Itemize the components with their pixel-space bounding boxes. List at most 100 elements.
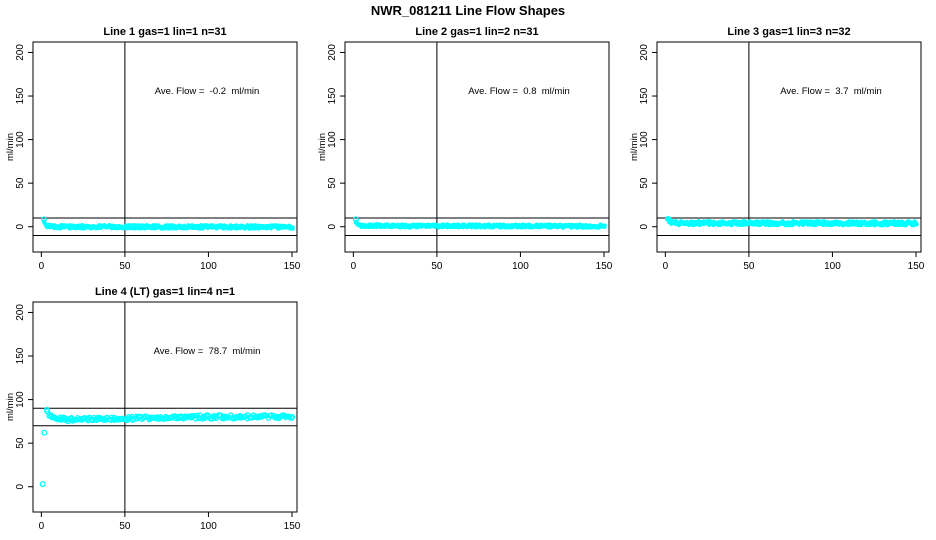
subplot-line-1: Line 1 gas=1 lin=1 n=31 Ave. Flow = -0.2… <box>0 20 312 280</box>
x-tick-label: 0 <box>663 261 669 272</box>
data-point <box>44 408 51 415</box>
data-point <box>859 223 864 228</box>
y-tick-label: 50 <box>15 177 26 189</box>
subplot-4-canvas: 0 50 100 150 0 50 100 150 200 ml/min <box>5 301 301 532</box>
subplot-3-ave-flow-annotation: Ave. Flow = 3.7 ml/min <box>780 86 882 97</box>
y-tick-label: 150 <box>15 347 26 364</box>
y-axis-label: ml/min <box>5 393 16 421</box>
data-point <box>289 414 296 420</box>
x-axis: 0 50 100 150 <box>351 252 613 272</box>
reference-lines <box>33 302 297 512</box>
x-tick-label: 150 <box>596 261 613 272</box>
data-point <box>288 415 295 421</box>
subplot-1-title: Line 1 gas=1 lin=1 n=31 <box>103 26 227 38</box>
data-points <box>352 216 607 230</box>
y-tick-label: 100 <box>15 391 26 408</box>
subplot-3-title: Line 3 gas=1 lin=3 n=32 <box>727 26 851 38</box>
x-tick-label: 50 <box>119 261 131 272</box>
x-tick-label: 50 <box>119 521 131 532</box>
y-tick-label: 50 <box>639 177 650 189</box>
reference-lines <box>33 42 297 252</box>
plot-box <box>344 41 610 253</box>
y-axis-label: ml/min <box>629 133 640 161</box>
data-point <box>561 225 566 230</box>
x-tick-label: 0 <box>39 261 45 272</box>
y-tick-label: 150 <box>639 87 650 104</box>
reference-lines <box>657 42 921 252</box>
x-tick-label: 100 <box>824 261 841 272</box>
subplot-2-canvas: 0 50 100 150 0 50 100 150 200 ml/min <box>317 41 613 272</box>
data-point <box>856 220 861 225</box>
subplot-2-ave-flow-annotation: Ave. Flow = 0.8 ml/min <box>468 86 570 97</box>
y-tick-label: 100 <box>15 131 26 148</box>
data-point <box>143 413 149 420</box>
y-axis-label: ml/min <box>317 133 328 161</box>
plot-box <box>32 301 298 513</box>
y-tick-label: 200 <box>15 44 26 61</box>
data-point <box>41 429 48 436</box>
x-tick-label: 0 <box>39 521 45 532</box>
data-point <box>41 219 47 224</box>
y-axis: 0 50 100 150 200 <box>639 44 657 230</box>
data-points <box>39 406 296 488</box>
data-point <box>214 226 219 231</box>
plot-box <box>32 41 298 253</box>
subplot-line-4: Line 4 (LT) gas=1 lin=4 n=1 Ave. Flow = … <box>0 280 312 540</box>
data-point <box>575 225 580 230</box>
y-tick-label: 0 <box>327 224 338 230</box>
data-point <box>289 226 294 231</box>
y-axis-label: ml/min <box>5 133 16 161</box>
subplot-line-2: Line 2 gas=1 lin=2 n=31 Ave. Flow = 0.8 … <box>312 20 624 280</box>
x-tick-label: 150 <box>284 261 301 272</box>
y-tick-label: 200 <box>327 44 338 61</box>
y-tick-label: 0 <box>15 224 26 230</box>
y-tick-label: 150 <box>15 87 26 104</box>
data-point <box>602 223 607 228</box>
y-tick-label: 150 <box>327 87 338 104</box>
y-tick-label: 0 <box>15 484 26 490</box>
x-tick-label: 50 <box>743 261 755 272</box>
subplot-line-3: Line 3 gas=1 lin=3 n=32 Ave. Flow = 3.7 … <box>624 20 936 280</box>
data-point <box>545 222 551 227</box>
x-tick-label: 100 <box>200 521 217 532</box>
x-axis: 0 50 100 150 <box>39 252 301 272</box>
data-points <box>664 215 919 228</box>
y-axis: 0 50 100 150 200 <box>15 304 33 490</box>
reference-lines <box>345 42 609 252</box>
data-point <box>729 223 734 228</box>
data-point <box>764 219 770 224</box>
x-tick-label: 0 <box>351 261 357 272</box>
x-axis: 0 50 100 150 <box>663 252 925 272</box>
y-tick-label: 200 <box>15 304 26 321</box>
y-tick-label: 0 <box>639 224 650 230</box>
x-tick-label: 150 <box>908 261 925 272</box>
data-point <box>841 223 846 228</box>
data-point <box>666 216 671 222</box>
plot-box <box>656 41 922 253</box>
data-point <box>791 219 796 224</box>
data-point <box>903 223 909 228</box>
data-points <box>40 216 295 231</box>
y-axis: 0 50 100 150 200 <box>327 44 345 230</box>
x-axis: 0 50 100 150 <box>39 512 301 532</box>
subplot-4-title: Line 4 (LT) gas=1 lin=4 n=1 <box>94 286 236 298</box>
data-point <box>909 222 915 228</box>
y-tick-label: 50 <box>15 437 26 449</box>
x-tick-label: 150 <box>284 521 301 532</box>
x-tick-label: 50 <box>431 261 443 272</box>
y-tick-label: 50 <box>327 177 338 189</box>
data-point <box>674 220 679 225</box>
data-point <box>39 481 46 488</box>
y-tick-label: 200 <box>639 44 650 61</box>
subplot-1-ave-flow-annotation: Ave. Flow = -0.2 ml/min <box>154 86 260 97</box>
data-point <box>803 219 808 224</box>
data-point <box>234 223 239 228</box>
data-point <box>914 222 919 227</box>
data-point <box>193 415 199 422</box>
subplot-3-canvas: 0 50 100 150 0 50 100 150 200 ml/min <box>629 41 925 272</box>
subplot-2-title: Line 2 gas=1 lin=2 n=31 <box>415 26 539 38</box>
data-point <box>718 222 723 228</box>
subplot-4-ave-flow-annotation: Ave. Flow = 78.7 ml/min <box>153 346 261 357</box>
figure-title: NWR_081211 Line Flow Shapes <box>370 3 566 18</box>
